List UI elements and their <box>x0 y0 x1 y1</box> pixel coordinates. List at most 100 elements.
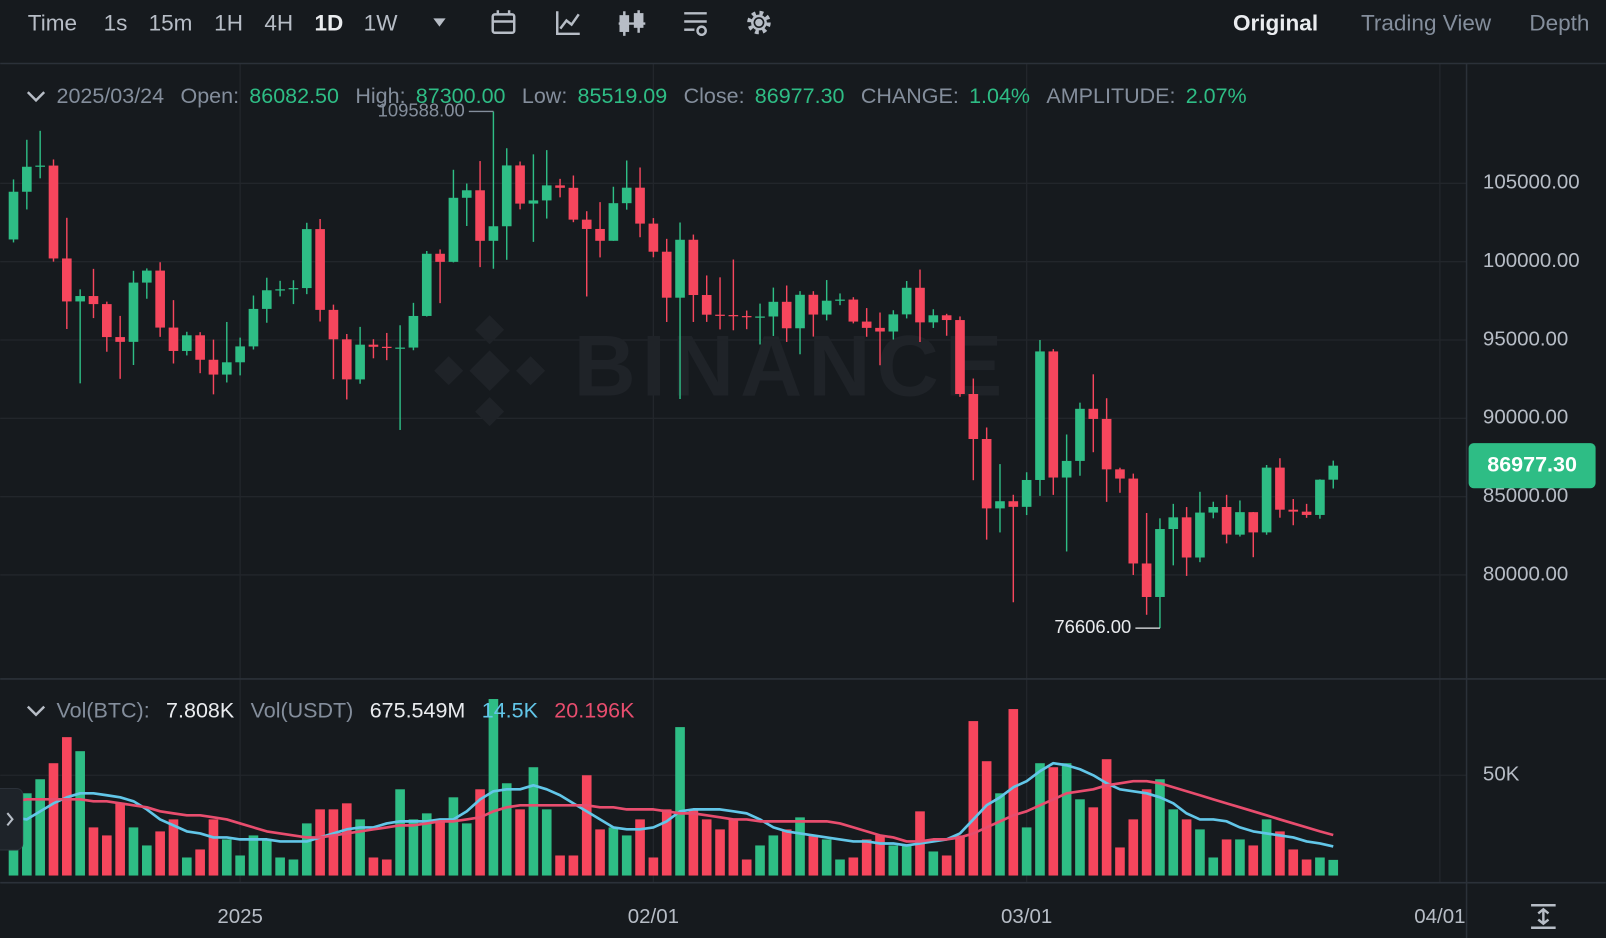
interval-button[interactable]: 15m <box>149 11 193 36</box>
volume-bar <box>1208 857 1219 876</box>
x-tick-label: 02/01 <box>628 905 679 928</box>
candle-body <box>1168 517 1179 530</box>
x-tick-label: 04/01 <box>1414 905 1465 928</box>
candle-body <box>1248 512 1259 533</box>
volume-bar <box>221 839 232 876</box>
candle-body <box>261 290 272 309</box>
volume-bar <box>981 761 992 876</box>
volume-bar <box>421 813 432 876</box>
ohlc-label: AMPLITUDE: <box>1046 84 1175 108</box>
volume-bar <box>1035 763 1045 876</box>
volume-bar <box>821 839 832 876</box>
volume-bar <box>1195 829 1205 876</box>
ohlc-value: 1.04% <box>969 84 1030 108</box>
volume-bar <box>688 809 699 876</box>
volume-bar <box>715 829 725 876</box>
ohlc-value: 2.07% <box>1186 84 1247 108</box>
candle-body <box>595 228 605 241</box>
candle-icon[interactable] <box>618 10 646 36</box>
candle-body <box>1208 507 1219 513</box>
interval-button[interactable]: 4H <box>264 11 293 36</box>
interval-button[interactable]: 1W <box>364 11 399 36</box>
candle-body <box>381 346 392 349</box>
candle-body <box>328 309 339 340</box>
candle-body <box>915 287 925 323</box>
candle-body <box>728 315 739 317</box>
y-tick-label: 95000.00 <box>1483 327 1568 350</box>
volume-bar <box>781 829 792 876</box>
volume-bar <box>1008 709 1019 876</box>
legend-entry: 20.196K <box>554 698 635 722</box>
settings-icon[interactable] <box>747 10 771 35</box>
candle-body <box>248 308 259 347</box>
volume-bar <box>475 789 485 876</box>
candle-body <box>128 282 139 342</box>
volume-bar <box>35 779 45 876</box>
candle-body <box>555 185 565 188</box>
candle-body <box>875 327 885 332</box>
volume-bar <box>861 839 872 876</box>
candle-body <box>355 344 365 380</box>
volume-bar <box>88 827 99 876</box>
ohlc-label: High: <box>355 84 405 108</box>
view-tab[interactable]: Original <box>1233 11 1318 36</box>
y-tick-label: 80000.00 <box>1483 562 1568 585</box>
view-tab[interactable]: Depth <box>1529 11 1589 36</box>
candle-body <box>315 229 325 310</box>
interval-button[interactable]: 1H <box>214 11 243 36</box>
volume-bar <box>608 827 619 876</box>
candle-body <box>1221 507 1232 535</box>
volume-bar <box>1181 819 1192 876</box>
volume-bar <box>435 819 445 876</box>
collapse-chevron[interactable] <box>26 91 46 103</box>
volume-bar <box>848 857 859 876</box>
calendar-icon[interactable] <box>491 10 516 34</box>
interval-button[interactable]: 1s <box>104 11 128 36</box>
candle-body <box>408 315 419 348</box>
toolbar-icons <box>433 10 771 37</box>
candle-body <box>395 347 405 349</box>
volume-bar <box>515 809 525 876</box>
volume-bar <box>648 857 659 876</box>
volume-bar <box>1021 827 1032 876</box>
candle-body <box>8 191 19 240</box>
ohlc-label: Open: <box>180 84 239 108</box>
volume-bar <box>62 737 72 876</box>
collapse-chevron[interactable] <box>26 705 46 717</box>
dropdown-icon[interactable] <box>433 18 446 27</box>
volume-bar <box>968 721 979 876</box>
candle-body <box>1101 418 1112 470</box>
volume-bar <box>1248 845 1259 876</box>
volume-bar <box>355 819 365 876</box>
candle-body <box>461 190 472 198</box>
volume-bar <box>1155 779 1165 876</box>
candle-body <box>35 165 45 167</box>
layout-icon[interactable] <box>684 12 707 37</box>
view-tab[interactable]: Trading View <box>1361 11 1492 36</box>
candle-body <box>1008 501 1019 507</box>
volume-bar <box>448 797 459 876</box>
scale-icon[interactable] <box>1531 904 1556 929</box>
candle-body <box>62 258 72 302</box>
volume-bar <box>235 855 245 876</box>
candle-body <box>1021 479 1032 507</box>
candle-body <box>635 187 645 224</box>
candle-body <box>1288 509 1299 512</box>
candle-body <box>675 239 685 298</box>
candle-body <box>368 344 379 347</box>
x-tick-label: 03/01 <box>1001 905 1052 928</box>
candle-body <box>808 294 819 315</box>
interval-button[interactable]: 1D <box>315 11 344 36</box>
candle-body <box>701 295 712 315</box>
volume-bar <box>1235 839 1245 876</box>
indicator-icon[interactable] <box>556 11 580 36</box>
candle-body <box>1035 351 1045 480</box>
interval-button[interactable]: Time <box>28 11 77 36</box>
candle-body <box>155 270 165 328</box>
y-tick-label: 90000.00 <box>1483 406 1568 429</box>
volume-bar <box>1048 767 1059 876</box>
volume-bar <box>621 835 632 876</box>
volume-bar <box>755 845 765 876</box>
volume-bar <box>528 767 539 876</box>
